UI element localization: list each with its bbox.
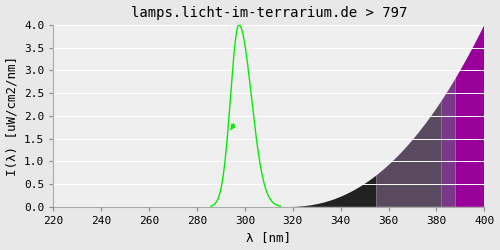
Polygon shape: [293, 175, 376, 207]
Polygon shape: [376, 102, 441, 207]
X-axis label: λ [nm]: λ [nm]: [246, 232, 292, 244]
Polygon shape: [442, 78, 456, 207]
Polygon shape: [456, 25, 484, 207]
Y-axis label: I(λ) [uW/cm2/nm]: I(λ) [uW/cm2/nm]: [6, 56, 18, 176]
Title: lamps.licht-im-terrarium.de > 797: lamps.licht-im-terrarium.de > 797: [130, 6, 407, 20]
